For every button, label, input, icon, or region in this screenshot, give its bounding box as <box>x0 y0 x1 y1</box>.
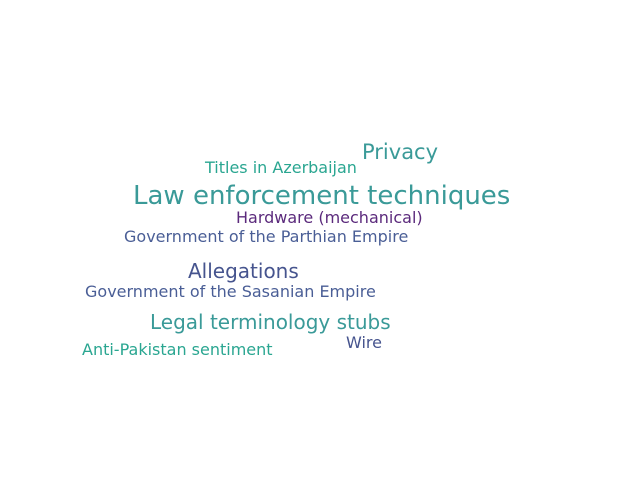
word-titles-in-azerbaijan: Titles in Azerbaijan <box>205 158 357 177</box>
word-legal-terminology-stubs: Legal terminology stubs <box>150 310 391 334</box>
word-anti-pakistan-sentiment: Anti-Pakistan sentiment <box>82 340 273 359</box>
word-wire: Wire <box>346 333 382 352</box>
word-privacy: Privacy <box>362 140 439 164</box>
word-hardware-mechanical: Hardware (mechanical) <box>236 208 423 227</box>
word-law-enforcement-techniques: Law enforcement techniques <box>133 181 511 211</box>
word-government-sasanian-empire: Government of the Sasanian Empire <box>85 282 376 301</box>
word-allegations: Allegations <box>188 259 299 283</box>
word-government-parthian-empire: Government of the Parthian Empire <box>124 227 409 246</box>
